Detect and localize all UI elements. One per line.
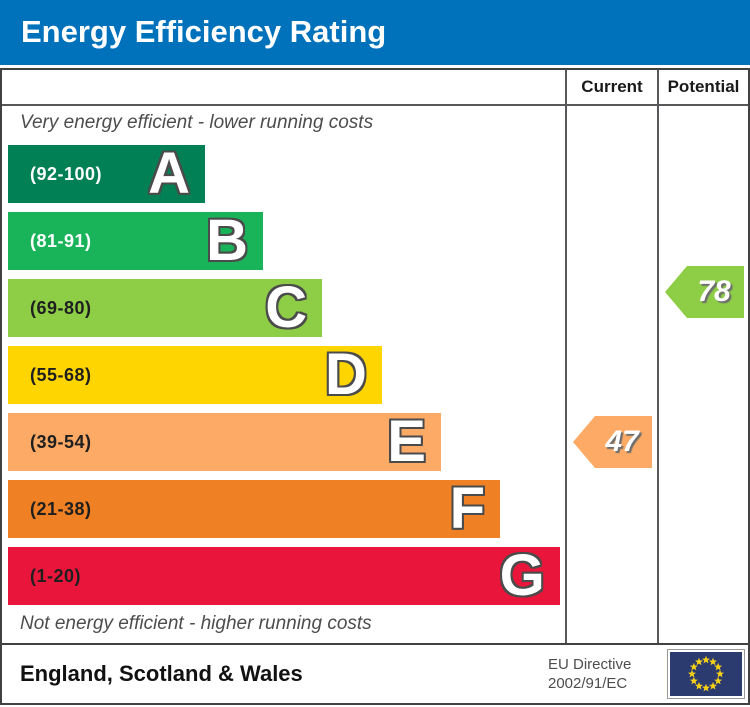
top-note: Very energy efficient - lower running co… <box>20 112 374 133</box>
current-rating-value: 47 <box>605 425 639 458</box>
band-letter: C <box>265 275 308 340</box>
left-arrow-shape <box>573 416 652 468</box>
band-row-d: (55-68) D <box>8 346 382 404</box>
band-row-b: (81-91) B <box>8 208 264 273</box>
page-title: Energy Efficiency Rating <box>21 14 387 49</box>
arrow-polygon <box>665 266 744 318</box>
band-letter: D <box>324 342 367 407</box>
footer-row: England, Scotland & Wales EU Directive 2… <box>2 645 748 703</box>
band-range-label: (39-54) <box>30 431 92 452</box>
band-letter: E <box>387 409 426 474</box>
eu-flag-icon <box>667 649 745 699</box>
title-bar: Energy Efficiency Rating <box>0 0 750 65</box>
band-range-label: (21-38) <box>30 498 92 519</box>
eu-flag-graphic <box>670 652 742 696</box>
band-row-c: (69-80) C <box>8 275 323 340</box>
eu-directive-line1: EU Directive <box>548 656 632 673</box>
region-label: England, Scotland & Wales <box>20 661 303 686</box>
bottom-note: Not energy efficient - higher running co… <box>20 613 372 634</box>
band-range-label: (69-80) <box>30 297 92 318</box>
column-header-current: Current <box>581 77 643 96</box>
band-range-label: (92-100) <box>30 163 103 184</box>
column-divider-current <box>565 70 567 645</box>
column-divider-potential <box>657 70 659 645</box>
band-letter: F <box>449 476 486 541</box>
header-row-divider <box>2 104 748 106</box>
band-letter: A <box>148 141 191 206</box>
column-header-potential: Potential <box>667 77 740 96</box>
band-letter: B <box>206 208 249 273</box>
band-row-a: (92-100) A <box>8 141 206 206</box>
band-range-label: (81-91) <box>30 230 92 251</box>
rating-table: Current Potential Very energy efficient … <box>0 68 750 705</box>
current-rating-arrow: 47 <box>573 415 653 469</box>
arrow-polygon <box>573 416 652 468</box>
band-row-e: (39-54) E <box>8 413 441 471</box>
potential-rating-arrow: 78 <box>665 265 745 319</box>
left-arrow-shape <box>665 266 744 318</box>
eu-directive-label: EU Directive 2002/91/EC <box>548 655 631 693</box>
eu-directive-line2: 2002/91/EC <box>548 675 628 692</box>
band-range-label: (1-20) <box>30 565 82 586</box>
band-row-f: (21-38) F <box>8 476 501 541</box>
band-range-label: (55-68) <box>30 364 92 385</box>
band-row-g: (1-20) G <box>8 547 560 605</box>
footer-row-divider <box>2 643 748 645</box>
bands-area: Very energy efficient - lower running co… <box>2 106 565 643</box>
band-letter: G <box>499 543 545 608</box>
potential-rating-value: 78 <box>697 275 731 308</box>
